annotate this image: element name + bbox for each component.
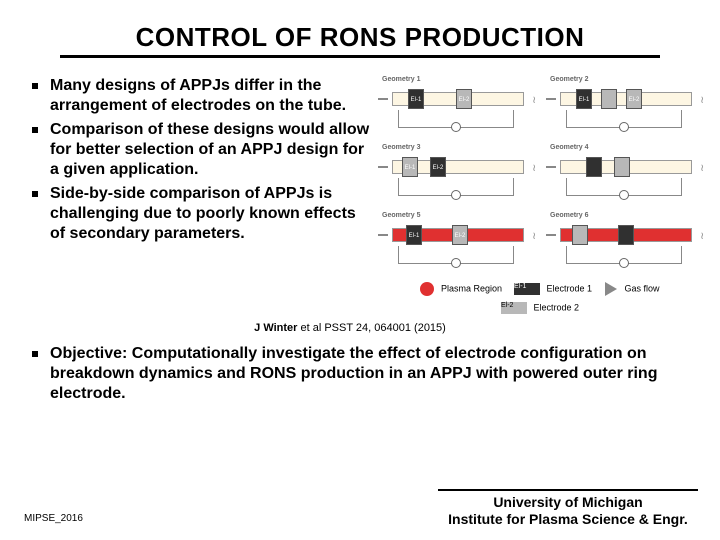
source-icon — [451, 122, 461, 132]
geometry-label: Geometry 6 — [550, 212, 589, 219]
electrode1-icon: El-1 — [514, 283, 540, 295]
electrode: El-1 — [408, 89, 424, 109]
electrode — [586, 157, 602, 177]
electrode — [572, 225, 588, 245]
legend-label: Gas flow — [625, 283, 660, 293]
legend-label: Plasma Region — [441, 283, 502, 293]
geometry-label: Geometry 4 — [550, 144, 589, 151]
legend-el2: El-2 Electrode 2 — [501, 302, 579, 314]
objective-block: Objective: Computationally investigate t… — [0, 344, 720, 404]
footer-rule — [438, 489, 698, 491]
electrode: El-2 — [626, 89, 642, 109]
jet-outlet-icon: ≀ — [532, 95, 536, 106]
bullet-item: Many designs of APPJs differ in the arra… — [32, 76, 372, 116]
legend-label: Electrode 2 — [533, 302, 579, 312]
affiliation-line2: Institute for Plasma Science & Engr. — [438, 511, 698, 528]
jet-outlet-icon: ≀ — [532, 163, 536, 174]
circuit-line — [566, 246, 682, 264]
citation-author: J Winter — [254, 322, 297, 334]
electrode: El-1 — [402, 157, 418, 177]
gas-inlet-icon — [378, 232, 392, 238]
source-icon — [451, 190, 461, 200]
gas-inlet-icon — [546, 96, 560, 102]
plasma-icon — [420, 282, 434, 296]
geometry-label: Geometry 2 — [550, 76, 589, 83]
geometry-label: Geometry 1 — [382, 76, 421, 83]
electrode2-icon: El-2 — [501, 302, 527, 314]
electrode: El-1 — [406, 225, 422, 245]
body-row: Many designs of APPJs differ in the arra… — [0, 76, 720, 314]
jet-outlet-icon: ≀ — [700, 163, 704, 174]
circuit-line — [398, 246, 514, 264]
affiliation-line1: University of Michigan — [438, 494, 698, 511]
geometry-panel: Geometry 3 El-1 El-2 ≀ — [378, 144, 534, 206]
jet-outlet-icon: ≀ — [700, 231, 704, 242]
bullets-left: Many designs of APPJs differ in the arra… — [32, 76, 372, 314]
geometry-panel: Geometry 4 ≀ — [546, 144, 702, 206]
legend-gas: Gas flow — [604, 283, 660, 295]
gas-inlet-icon — [378, 96, 392, 102]
gas-flow-icon — [605, 282, 617, 296]
geometry-label: Geometry 5 — [382, 212, 421, 219]
gas-inlet-icon — [378, 164, 392, 170]
jet-outlet-icon: ≀ — [532, 231, 536, 242]
geometry-panel: Geometry 1 El-1 El-2 ≀ — [378, 76, 534, 138]
figure-legend: Plasma Region El-1 Electrode 1 Gas flow … — [378, 282, 702, 314]
geometry-label: Geometry 3 — [382, 144, 421, 151]
figure-citation: J Winter et al PSST 24, 064001 (2015) — [0, 322, 720, 334]
source-icon — [619, 190, 629, 200]
electrode — [618, 225, 634, 245]
bullet-item: Comparison of these designs would allow … — [32, 120, 372, 180]
electrode: El-2 — [456, 89, 472, 109]
electrode: El-2 — [452, 225, 468, 245]
source-icon — [619, 258, 629, 268]
source-icon — [619, 122, 629, 132]
figure-column: Geometry 1El-1El-2≀Geometry 2El-1El-2≀Ge… — [372, 76, 702, 314]
citation-rest: et al PSST 24, 064001 (2015) — [297, 322, 445, 334]
geometry-panel: Geometry 6 ≀ — [546, 212, 702, 274]
electrode — [614, 157, 630, 177]
jet-outlet-icon: ≀ — [700, 95, 704, 106]
bullet-item: Side-by-side comparison of APPJs is chal… — [32, 184, 372, 244]
electrode: El-1 — [576, 89, 592, 109]
source-icon — [451, 258, 461, 268]
legend-plasma: Plasma Region — [420, 282, 502, 296]
geometry-grid: Geometry 1El-1El-2≀Geometry 2El-1El-2≀Ge… — [378, 76, 702, 274]
geometry-panel: Geometry 5 El-1 El-2 ≀ — [378, 212, 534, 274]
objective-item: Objective: Computationally investigate t… — [32, 344, 688, 404]
footer-right: University of Michigan Institute for Pla… — [438, 489, 698, 528]
geometry-panel: Geometry 2 El-1 El-2 ≀ — [546, 76, 702, 138]
gas-inlet-icon — [546, 164, 560, 170]
electrode — [601, 89, 617, 109]
legend-label: Electrode 1 — [547, 283, 593, 293]
electrode: El-2 — [430, 157, 446, 177]
gas-inlet-icon — [546, 232, 560, 238]
circuit-line — [398, 178, 514, 196]
footer-left: MIPSE_2016 — [24, 513, 83, 524]
circuit-line — [566, 178, 682, 196]
slide-title: CONTROL OF RONS PRODUCTION — [0, 0, 720, 53]
title-underline — [60, 55, 660, 58]
circuit-line — [566, 110, 682, 128]
legend-el1: El-1 Electrode 1 — [514, 283, 592, 295]
circuit-line — [398, 110, 514, 128]
